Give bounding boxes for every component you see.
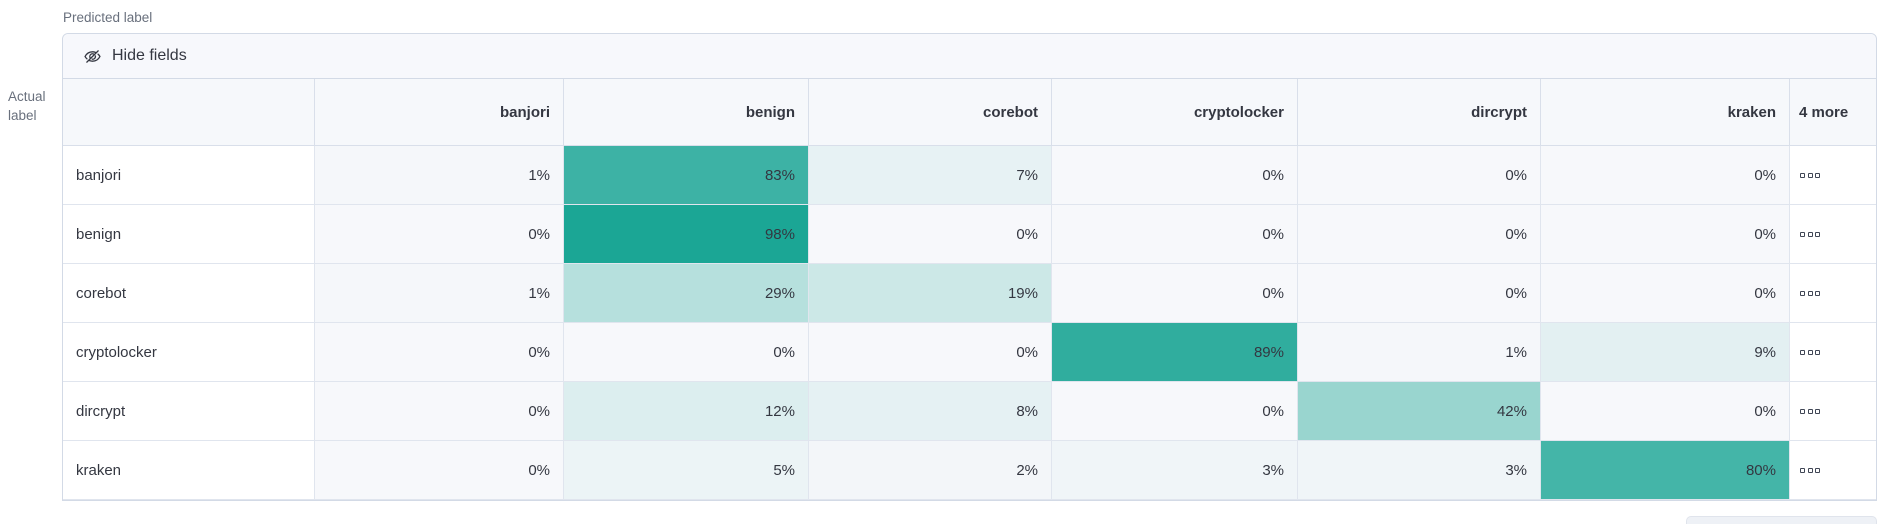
- matrix-cell-corebot-banjori[interactable]: 1%: [315, 264, 564, 323]
- matrix-cell-dircrypt-banjori[interactable]: 0%: [315, 382, 564, 441]
- matrix-cell-benign-benign[interactable]: 98%: [564, 205, 809, 264]
- row-actions-button[interactable]: [1790, 323, 1876, 382]
- matrix-cell-kraken-kraken[interactable]: 80%: [1541, 441, 1790, 500]
- row-actions-button[interactable]: [1790, 382, 1876, 441]
- boxes-horizontal-icon: [1800, 290, 1820, 296]
- column-header-cryptolocker[interactable]: cryptolocker: [1052, 79, 1298, 146]
- header-corner-cell: [63, 79, 315, 146]
- hide-fields-label: Hide fields: [112, 47, 187, 64]
- matrix-cell-benign-kraken[interactable]: 0%: [1541, 205, 1790, 264]
- matrix-cell-kraken-dircrypt[interactable]: 3%: [1298, 441, 1541, 500]
- boxes-horizontal-icon: [1800, 408, 1820, 414]
- row-actions-button[interactable]: [1790, 264, 1876, 323]
- matrix-cell-benign-corebot[interactable]: 0%: [809, 205, 1052, 264]
- matrix-cell-dircrypt-kraken[interactable]: 0%: [1541, 382, 1790, 441]
- matrix-cell-kraken-corebot[interactable]: 2%: [809, 441, 1052, 500]
- row-actions-button[interactable]: [1790, 146, 1876, 205]
- column-header-dircrypt[interactable]: dircrypt: [1298, 79, 1541, 146]
- matrix-cell-banjori-cryptolocker[interactable]: 0%: [1052, 146, 1298, 205]
- matrix-cell-cryptolocker-benign[interactable]: 0%: [564, 323, 809, 382]
- row-label-corebot: corebot: [63, 264, 315, 323]
- row-actions-button[interactable]: [1790, 205, 1876, 264]
- boxes-horizontal-icon: [1800, 231, 1820, 237]
- column-header-kraken[interactable]: kraken: [1541, 79, 1790, 146]
- matrix-cell-cryptolocker-kraken[interactable]: 9%: [1541, 323, 1790, 382]
- row-label-dircrypt: dircrypt: [63, 382, 315, 441]
- column-header-corebot[interactable]: corebot: [809, 79, 1052, 146]
- row-label-benign: benign: [63, 205, 315, 264]
- confusion-matrix-grid: banjori benign corebot cryptolocker dircrypt…: [63, 79, 1876, 500]
- matrix-cell-corebot-corebot[interactable]: 19%: [809, 264, 1052, 323]
- matrix-cell-cryptolocker-banjori[interactable]: 0%: [315, 323, 564, 382]
- matrix-cell-dircrypt-corebot[interactable]: 8%: [809, 382, 1052, 441]
- matrix-cell-dircrypt-cryptolocker[interactable]: 0%: [1052, 382, 1298, 441]
- column-header-banjori[interactable]: banjori: [315, 79, 564, 146]
- matrix-cell-cryptolocker-corebot[interactable]: 0%: [809, 323, 1052, 382]
- horizontal-scrollbar[interactable]: [1686, 516, 1877, 524]
- matrix-cell-banjori-dircrypt[interactable]: 0%: [1298, 146, 1541, 205]
- actual-label-axis-title: Actual label: [8, 87, 46, 125]
- matrix-cell-kraken-cryptolocker[interactable]: 3%: [1052, 441, 1298, 500]
- boxes-horizontal-icon: [1800, 467, 1820, 473]
- matrix-cell-banjori-corebot[interactable]: 7%: [809, 146, 1052, 205]
- row-actions-button[interactable]: [1790, 441, 1876, 500]
- hide-fields-button[interactable]: Hide fields: [63, 34, 1876, 79]
- matrix-cell-banjori-kraken[interactable]: 0%: [1541, 146, 1790, 205]
- matrix-cell-dircrypt-dircrypt[interactable]: 42%: [1298, 382, 1541, 441]
- matrix-cell-benign-banjori[interactable]: 0%: [315, 205, 564, 264]
- predicted-label-axis-title: Predicted label: [63, 10, 153, 25]
- boxes-horizontal-icon: [1800, 172, 1820, 178]
- matrix-cell-benign-dircrypt[interactable]: 0%: [1298, 205, 1541, 264]
- matrix-cell-benign-cryptolocker[interactable]: 0%: [1052, 205, 1298, 264]
- matrix-cell-corebot-kraken[interactable]: 0%: [1541, 264, 1790, 323]
- row-label-kraken: kraken: [63, 441, 315, 500]
- actual-label-line2: label: [8, 108, 37, 123]
- boxes-horizontal-icon: [1800, 349, 1820, 355]
- matrix-cell-cryptolocker-dircrypt[interactable]: 1%: [1298, 323, 1541, 382]
- matrix-cell-dircrypt-benign[interactable]: 12%: [564, 382, 809, 441]
- row-label-banjori: banjori: [63, 146, 315, 205]
- eye-closed-icon: [84, 48, 101, 65]
- matrix-cell-corebot-dircrypt[interactable]: 0%: [1298, 264, 1541, 323]
- matrix-cell-corebot-benign[interactable]: 29%: [564, 264, 809, 323]
- matrix-cell-kraken-banjori[interactable]: 0%: [315, 441, 564, 500]
- data-grid: Hide fields banjori benign corebot cryptolo…: [62, 33, 1877, 501]
- more-columns-header[interactable]: 4 more: [1790, 79, 1876, 146]
- actual-label-line1: Actual: [8, 89, 46, 104]
- matrix-cell-banjori-benign[interactable]: 83%: [564, 146, 809, 205]
- matrix-cell-cryptolocker-cryptolocker[interactable]: 89%: [1052, 323, 1298, 382]
- matrix-cell-kraken-benign[interactable]: 5%: [564, 441, 809, 500]
- column-header-benign[interactable]: benign: [564, 79, 809, 146]
- matrix-cell-banjori-banjori[interactable]: 1%: [315, 146, 564, 205]
- matrix-cell-corebot-cryptolocker[interactable]: 0%: [1052, 264, 1298, 323]
- row-label-cryptolocker: cryptolocker: [63, 323, 315, 382]
